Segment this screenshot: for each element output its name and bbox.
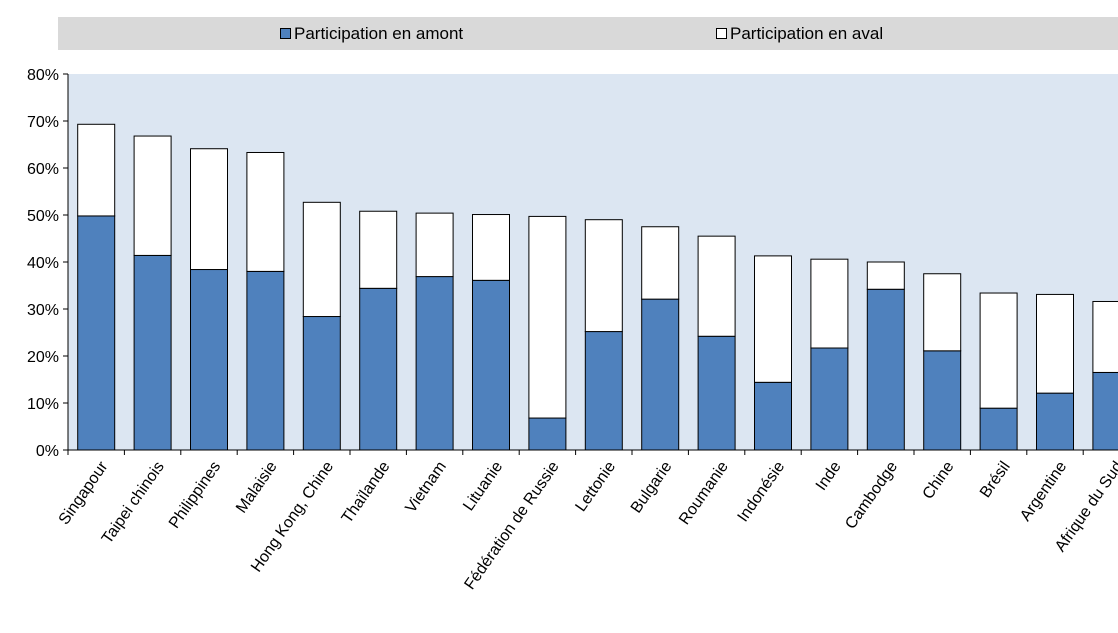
y-tick-label: 10%: [27, 396, 59, 413]
legend-item-aval: Participation en aval: [716, 17, 883, 50]
bar-aval: [302, 201, 341, 318]
x-tick-label: Lettonie: [572, 458, 619, 514]
bar-amont: [1092, 371, 1118, 451]
bar-amont: [359, 287, 398, 451]
bar-aval: [979, 292, 1018, 409]
bar-aval: [866, 261, 905, 290]
x-tick-label: Roumanie: [676, 458, 732, 528]
bar-amont: [979, 407, 1018, 451]
bar-amont: [133, 254, 172, 451]
x-tick-label: Chine: [920, 458, 958, 502]
x-tick-label: Singapour: [56, 458, 112, 528]
bar-aval: [133, 135, 172, 256]
x-tick-label: Lituanie: [460, 458, 506, 514]
x-tick-label: Thaïlande: [339, 458, 394, 526]
legend-swatch-amont-icon: [280, 28, 291, 39]
bar-amont: [641, 298, 680, 451]
bar-aval: [246, 151, 285, 272]
bar-amont: [472, 279, 510, 451]
bar-amont: [528, 417, 567, 451]
x-tick-label: Inde: [813, 458, 845, 493]
y-tick-label: 80%: [27, 67, 59, 84]
bar-aval: [641, 226, 680, 300]
x-tick-label: Cambodge: [842, 458, 901, 532]
bar-aval: [754, 255, 792, 383]
legend-swatch-aval-icon: [716, 28, 727, 39]
bar-aval: [77, 123, 116, 217]
y-tick-label: 20%: [27, 349, 59, 366]
bar-aval: [359, 210, 398, 289]
bar-aval: [697, 235, 736, 337]
bar-aval: [190, 148, 228, 271]
legend-label-amont: Participation en amont: [294, 23, 464, 43]
x-tick-label: Philippines: [166, 459, 224, 532]
bar-aval: [584, 219, 623, 333]
bar-aval: [415, 212, 454, 278]
bar-amont: [923, 350, 962, 451]
y-tick-label: 50%: [27, 208, 59, 225]
bar-amont: [302, 316, 341, 451]
bar-aval: [923, 273, 962, 352]
legend-item-amont: Participation en amont: [280, 17, 463, 50]
bar-aval: [472, 214, 510, 281]
x-tick-label: Brésil: [977, 459, 1014, 502]
bar-amont: [810, 347, 849, 451]
bar-aval: [1092, 300, 1118, 373]
bar-amont: [584, 331, 623, 451]
bar-amont: [866, 288, 905, 451]
bar-amont: [754, 381, 792, 451]
bar-amont: [415, 276, 454, 451]
x-tick-label: Fédération de Russie: [462, 458, 563, 592]
x-tick-label: Vietnam: [402, 459, 449, 517]
x-tick-label: Argentine: [1017, 458, 1070, 524]
bar-aval: [1036, 293, 1074, 394]
x-tick-label: Indonésie: [735, 458, 789, 525]
y-tick-label: 30%: [27, 302, 59, 319]
bar-amont: [190, 269, 228, 451]
y-tick-label: 60%: [27, 161, 59, 178]
x-tick-label: Taipei chinois: [99, 459, 168, 547]
x-tick-label: Bulgarie: [628, 458, 676, 516]
y-tick-label: 0%: [36, 443, 59, 460]
bar-amont: [697, 335, 736, 451]
bar-aval: [810, 258, 849, 349]
legend: Participation en amont Participation en …: [58, 17, 1118, 50]
bar-amont: [246, 270, 285, 451]
bar-amont: [77, 215, 116, 451]
bar-amont: [1036, 392, 1074, 451]
x-tick-label: Malaisie: [233, 458, 281, 516]
legend-label-aval: Participation en aval: [730, 23, 884, 43]
y-tick-label: 40%: [27, 255, 59, 272]
y-tick-label: 70%: [27, 114, 59, 131]
bar-aval: [528, 215, 567, 419]
